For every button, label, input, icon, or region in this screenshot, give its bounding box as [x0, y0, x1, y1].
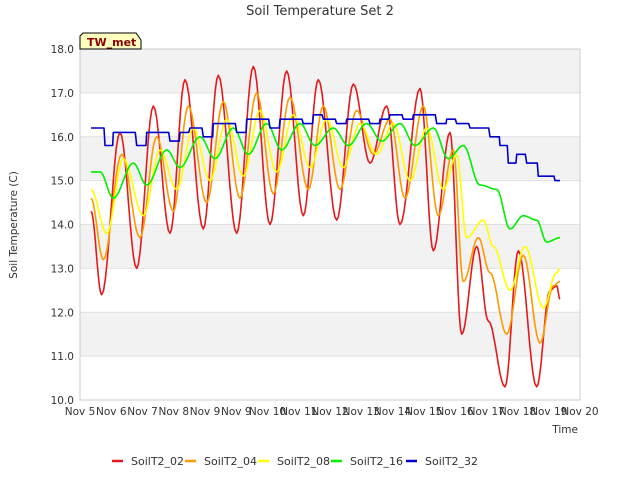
y-tick-label: 15.0: [51, 176, 74, 188]
plot-band: [80, 49, 580, 93]
plot-band: [80, 224, 580, 269]
plot-frame: [79, 48, 581, 401]
y-tick-label: 18.0: [51, 44, 74, 56]
y-tick-label: 17.0: [51, 88, 74, 100]
x-tick-label: Nov 5: [65, 406, 96, 418]
legend-label: SoilT2_32: [425, 455, 478, 468]
legend-label: SoilT2_02: [131, 455, 184, 468]
series-line-soilt2_04: [90, 92, 561, 344]
series-lines: [90, 65, 561, 388]
station-badge: TW_met: [79, 32, 142, 50]
x-tick-label: Nov 8: [158, 406, 189, 418]
legend-item: SoilT2_32: [406, 455, 478, 468]
x-tick-label: Nov 11: [280, 406, 317, 418]
x-tick-label: Nov 18: [499, 406, 536, 418]
chart-title: Soil Temperature Set 2: [246, 4, 394, 19]
x-tick-label: Nov 7: [127, 406, 158, 418]
x-axis-label: Time: [551, 424, 578, 436]
x-tick-label: Nov 17: [468, 406, 505, 418]
y-tick-label: 10.0: [51, 395, 74, 407]
x-tick-label: Nov 12: [311, 406, 348, 418]
x-tick-label: Nov 9: [221, 406, 252, 418]
series-line-soilt2_16: [91, 122, 561, 243]
legend-item: SoilT2_04: [185, 455, 257, 468]
x-tick-label: Nov 13: [343, 406, 380, 418]
legend-item: SoilT2_16: [331, 455, 403, 468]
y-tick-label: 14.0: [51, 220, 74, 232]
legend-item: SoilT2_08: [258, 455, 330, 468]
x-tick-label: Nov 6: [96, 406, 127, 418]
series-line-soilt2_02: [90, 65, 561, 388]
y-tick-label: 11.0: [51, 351, 74, 363]
x-tick-label: Nov 19: [530, 406, 567, 418]
badge-shape: [79, 32, 142, 50]
legend-label: SoilT2_08: [277, 455, 330, 468]
x-tick-label: Nov 9: [190, 406, 221, 418]
x-tick-label: Nov 16: [436, 406, 474, 418]
y-axis-ticks: 10.0 11.0 12.0 13.0 14.0 15.0 16.0 17.0 18.0: [51, 44, 74, 407]
badge-label: TW_met: [87, 36, 136, 49]
series-line-soilt2_08: [90, 109, 561, 309]
x-tick-label: Nov 10: [249, 406, 286, 418]
series-line-soilt2_32: [91, 114, 560, 182]
y-tick-label: 12.0: [51, 307, 74, 319]
y-tick-label: 13.0: [51, 263, 74, 275]
y-axis-label: Soil Temperature (C): [8, 171, 20, 279]
y-tick-label: 16.0: [51, 132, 74, 144]
x-tick-label: Nov 15: [405, 406, 442, 418]
x-tick-label: Nov 20: [561, 406, 598, 418]
plot-band: [80, 312, 580, 357]
legend-item: SoilT2_02: [112, 455, 184, 468]
legend-label: SoilT2_04: [204, 455, 257, 468]
legend: SoilT2_02 SoilT2_04 SoilT2_08 SoilT2_16 Soil…: [112, 455, 478, 468]
x-tick-label: Nov 14: [374, 406, 412, 418]
legend-label: SoilT2_16: [350, 455, 403, 468]
